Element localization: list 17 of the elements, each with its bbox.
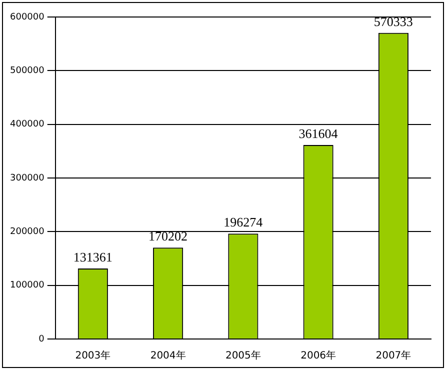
y-tick-label: 200000 [10,227,45,238]
data-label: 131361 [73,249,112,264]
y-tick-label: 100000 [10,280,45,291]
x-tick-label: 2007年 [376,350,412,362]
data-label: 361604 [298,126,338,141]
y-tick-label: 0 [38,334,45,344]
y-tick-label: 300000 [10,173,45,184]
y-tick-label: 500000 [10,66,45,76]
x-tick-label: 2006年 [300,350,336,362]
data-label: 570333 [374,14,413,29]
x-tick-label: 2003年 [75,350,111,362]
data-label: 196274 [224,214,264,230]
x-tick-label: 2004年 [150,350,186,362]
x-tick-label: 2005年 [225,350,261,362]
y-tick-label: 600000 [10,12,45,22]
data-label: 170202 [148,228,188,244]
y-tick-label: 400000 [10,120,45,130]
